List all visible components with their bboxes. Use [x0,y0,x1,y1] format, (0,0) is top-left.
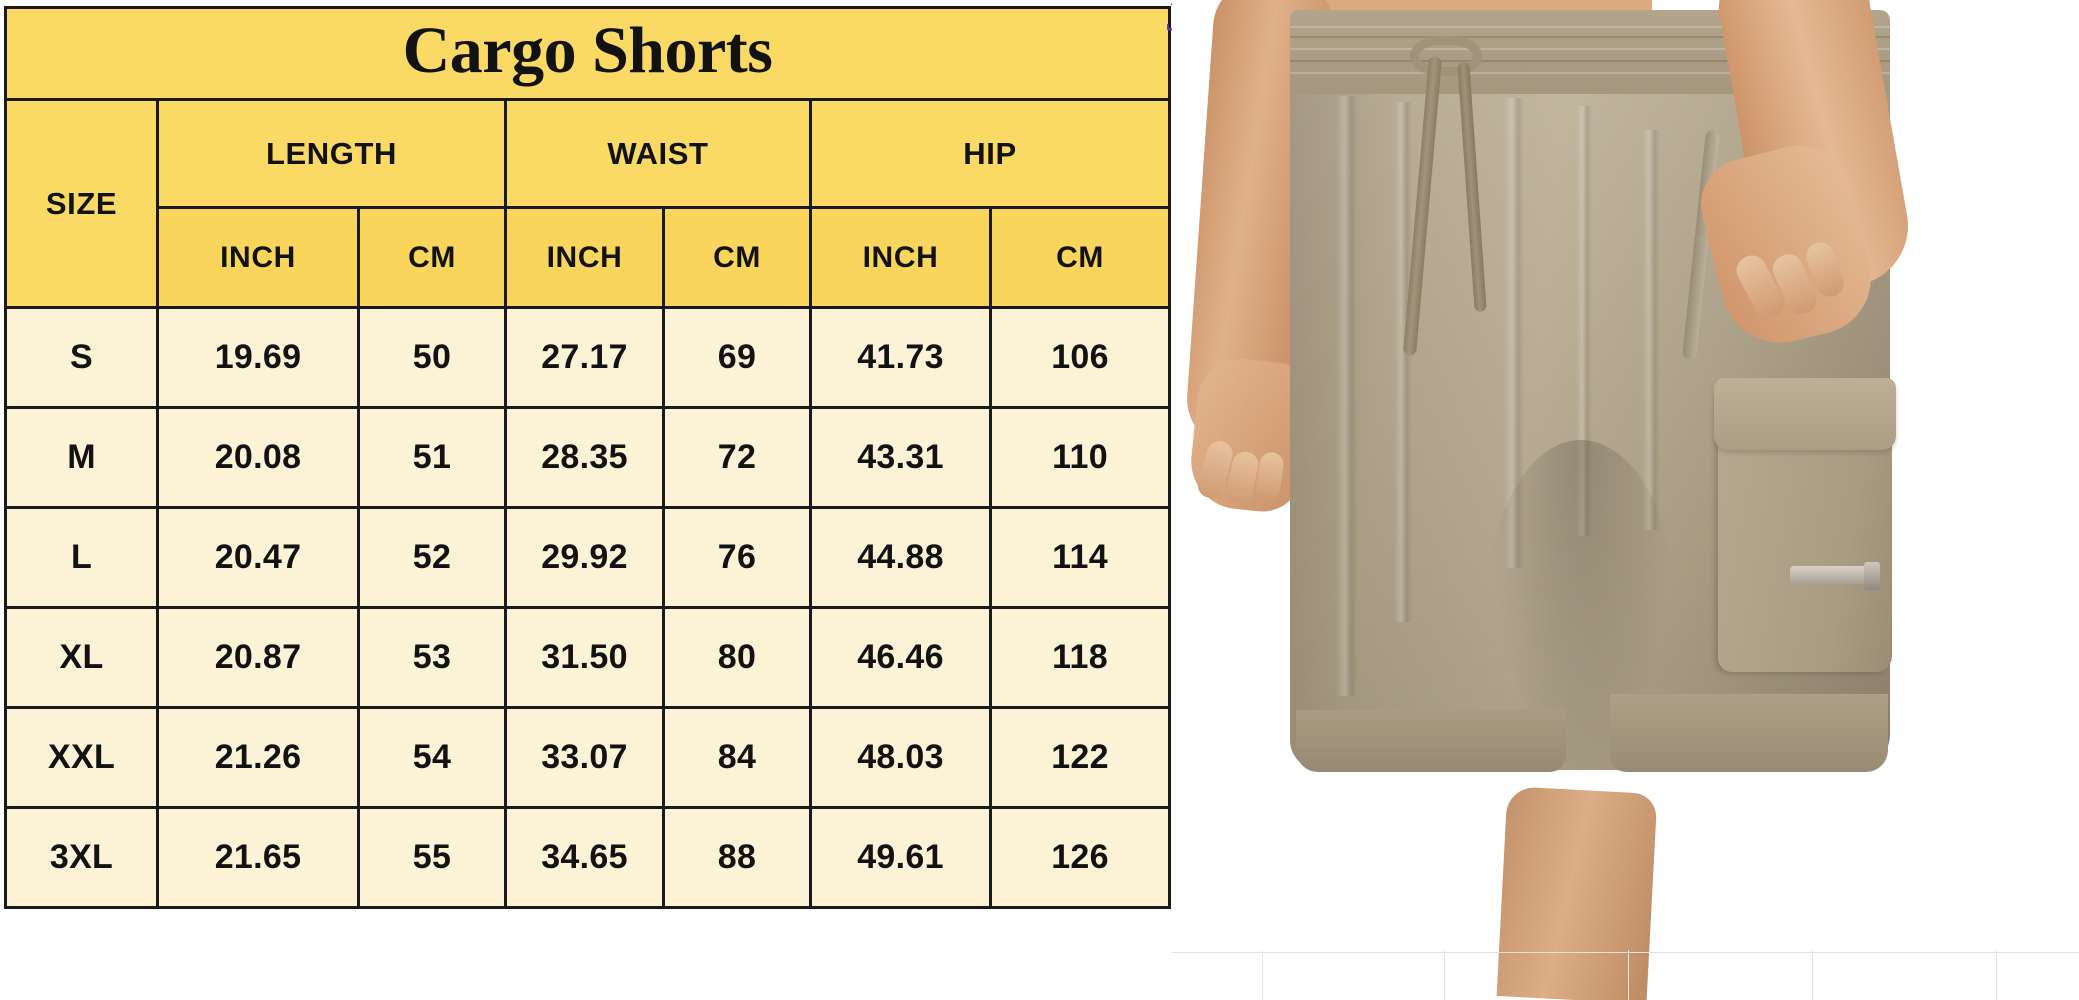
grid-line [1628,950,1629,1000]
cell-waist-cm: 84 [662,706,812,809]
cell-hip-inch: 41.73 [809,306,992,409]
cell-hip-cm: 110 [988,406,1172,509]
cell-size: S [4,306,159,409]
cell-size: XXL [4,706,159,809]
cell-waist-inch: 34.65 [504,806,665,909]
cell-hip-cm: 126 [988,806,1172,909]
fabric-fold [1642,130,1660,530]
cell-waist-inch: 27.17 [504,306,665,409]
fabric-fold [1576,106,1592,536]
photo-stage [1172,0,2079,1000]
cell-length-cm: 54 [357,706,507,809]
cell-waist-cm: 76 [662,506,812,609]
cell-length-inch: 19.69 [156,306,360,409]
column-header-length: LENGTH [156,98,507,209]
cell-waist-cm: 72 [662,406,812,509]
cell-hip-inch: 46.46 [809,606,992,709]
cell-waist-cm: 88 [662,806,812,909]
cell-length-cm: 55 [357,806,507,909]
cell-length-inch: 20.47 [156,506,360,609]
cell-waist-inch: 33.07 [504,706,665,809]
fabric-fold [1504,98,1524,568]
cargo-pocket-flap [1714,378,1896,450]
page-title: Cargo Shorts [3,6,1172,101]
product-photo [1172,0,2079,1000]
cell-hip-cm: 106 [988,306,1172,409]
cell-waist-cm: 80 [662,606,812,709]
cell-waist-inch: 31.50 [504,606,665,709]
table-row: S 19.69 50 27.17 69 41.73 106 [4,306,1172,409]
table-row: M 20.08 51 28.35 72 43.31 110 [4,406,1172,509]
cell-hip-inch: 44.88 [809,506,992,609]
cell-length-cm: 50 [357,306,507,409]
cell-size: L [4,506,159,609]
shorts-hem-left [1296,710,1566,772]
cell-length-cm: 52 [357,506,507,609]
grid-line [1172,952,2079,953]
grid-line [1996,950,1997,1000]
cell-hip-cm: 118 [988,606,1172,709]
cell-hip-inch: 48.03 [809,706,992,809]
cell-hip-inch: 49.61 [809,806,992,909]
table-group-header-row: SIZE LENGTH WAIST HIP [4,98,1172,309]
column-header-size: SIZE [4,98,159,309]
unit-header-waist-inch: INCH [504,206,665,309]
size-chart-table: Cargo Shorts SIZE LENGTH WAIST HIP INCH … [3,6,1172,909]
fabric-fold [1394,102,1412,622]
unit-header-hip-cm: CM [988,206,1172,309]
cargo-shorts-garment [1290,10,1896,820]
table-row: XXL 21.26 54 33.07 84 48.03 122 [4,706,1172,809]
unit-header-length-inch: INCH [156,206,360,309]
cell-size: 3XL [4,806,159,909]
unit-header-length-cm: CM [357,206,507,309]
unit-header-hip-inch: INCH [809,206,992,309]
table-row: 3XL 21.65 55 34.65 88 49.61 126 [4,806,1172,909]
column-header-waist: WAIST [504,98,812,209]
grid-line [1812,950,1813,1000]
cell-length-cm: 51 [357,406,507,509]
column-header-hip: HIP [808,98,1172,209]
unit-header-waist-cm: CM [662,206,812,309]
cell-waist-inch: 28.35 [504,406,665,509]
finger [1254,450,1286,502]
cell-length-cm: 53 [357,606,507,709]
cell-hip-cm: 114 [988,506,1172,609]
cell-waist-inch: 29.92 [504,506,665,609]
cell-hip-cm: 122 [988,706,1172,809]
table-unit-header-row: INCH CM INCH CM INCH CM [6,206,1172,309]
cell-length-inch: 20.87 [156,606,360,709]
grid-line [1444,950,1445,1000]
cell-size: XL [4,606,159,709]
cell-hip-inch: 43.31 [809,406,992,509]
table-row: L 20.47 52 29.92 76 44.88 114 [4,506,1172,609]
cell-waist-cm: 69 [662,306,812,409]
cell-length-inch: 21.26 [156,706,360,809]
table-title-row: Cargo Shorts [3,6,1172,101]
shorts-hem-right [1610,694,1888,772]
cargo-pocket-zipper [1790,566,1878,584]
grid-line [1262,950,1263,1000]
zipper-pull [1864,562,1880,590]
fabric-fold [1336,96,1358,696]
cell-length-inch: 20.08 [156,406,360,509]
size-chart-panel: Cargo Shorts SIZE LENGTH WAIST HIP INCH … [3,0,1182,909]
table-row: XL 20.87 53 31.50 80 46.46 118 [4,606,1172,709]
cell-length-inch: 21.65 [156,806,360,909]
cell-size: M [4,406,159,509]
drawstring-knot [1410,36,1482,76]
